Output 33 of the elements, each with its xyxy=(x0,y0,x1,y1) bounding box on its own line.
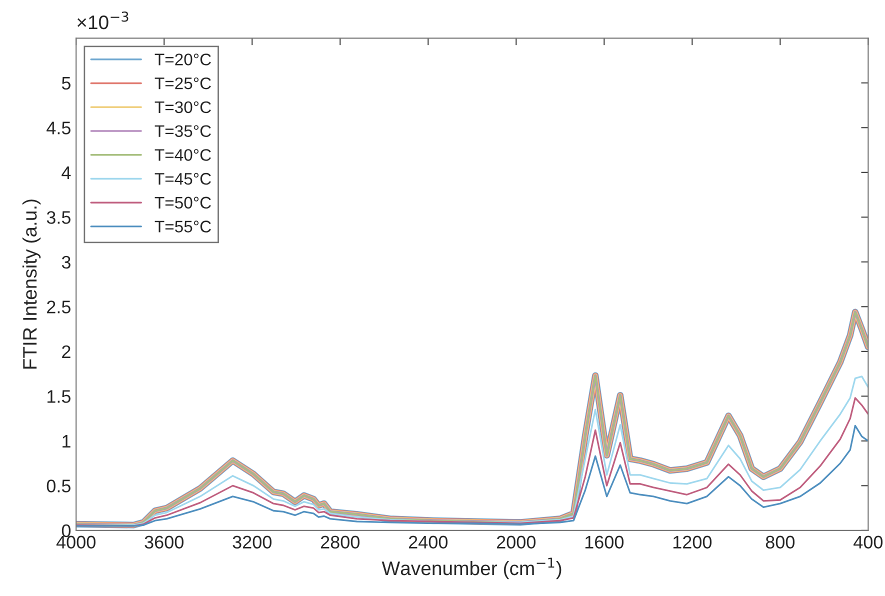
line-series xyxy=(76,424,868,527)
y-axis-title: FTIR Intensity (a.u.) xyxy=(22,200,41,369)
text: ×10$^{−3}$ xyxy=(77,11,128,30)
legend-label: T=20°C xyxy=(154,54,211,66)
x-tick-label: 3600 xyxy=(144,536,184,549)
y-tick-label: 0 xyxy=(62,524,71,538)
y-tick-label: 4.5 xyxy=(46,122,70,134)
y-tick-label: 5 xyxy=(62,77,70,90)
legend-label: T=35°C xyxy=(154,125,211,137)
legend-label: T=30°C xyxy=(154,101,211,114)
x-tick-label: 2000 xyxy=(496,536,536,549)
x-tick-label: 400 xyxy=(854,536,883,549)
x-tick-label: 1600 xyxy=(585,536,624,549)
y-tick-label: 3.5 xyxy=(46,211,70,224)
y-tick-label: 1.5 xyxy=(48,390,70,403)
legend-label: T=55°C xyxy=(154,220,211,232)
x-tick-label: 2400 xyxy=(408,536,448,549)
y-tick-label: 2 xyxy=(62,345,70,358)
legend-label: T=50°C xyxy=(154,196,211,209)
y-tick-label: 4 xyxy=(62,166,71,179)
y-tick-label: 1 xyxy=(62,435,70,448)
x-tick-label: 4000 xyxy=(56,536,96,549)
legend-label: T=40°C xyxy=(154,149,211,161)
y-tick-label: 3 xyxy=(62,256,70,269)
x-tick-label: 1200 xyxy=(673,536,712,549)
x-tick-label: 3200 xyxy=(232,536,272,549)
x-tick-label: 2800 xyxy=(320,536,360,549)
legend-label: T=45°C xyxy=(154,172,211,185)
x-tick-label: 800 xyxy=(766,536,795,549)
legend-label: T=25°C xyxy=(154,77,211,90)
y-tick-label: 2.5 xyxy=(47,300,70,314)
x-axis-title: Wavenumber (cm$^{−1}$) xyxy=(382,558,562,580)
y-tick-label: 0.5 xyxy=(46,480,70,492)
